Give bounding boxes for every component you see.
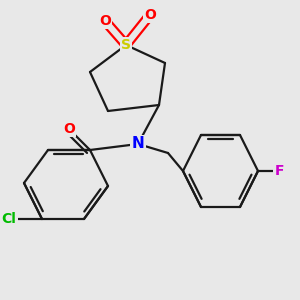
Text: O: O — [63, 122, 75, 136]
Text: S: S — [121, 38, 131, 52]
Text: Cl: Cl — [2, 212, 16, 226]
Text: F: F — [274, 164, 284, 178]
Text: N: N — [132, 136, 144, 152]
Text: O: O — [144, 8, 156, 22]
Text: O: O — [99, 14, 111, 28]
